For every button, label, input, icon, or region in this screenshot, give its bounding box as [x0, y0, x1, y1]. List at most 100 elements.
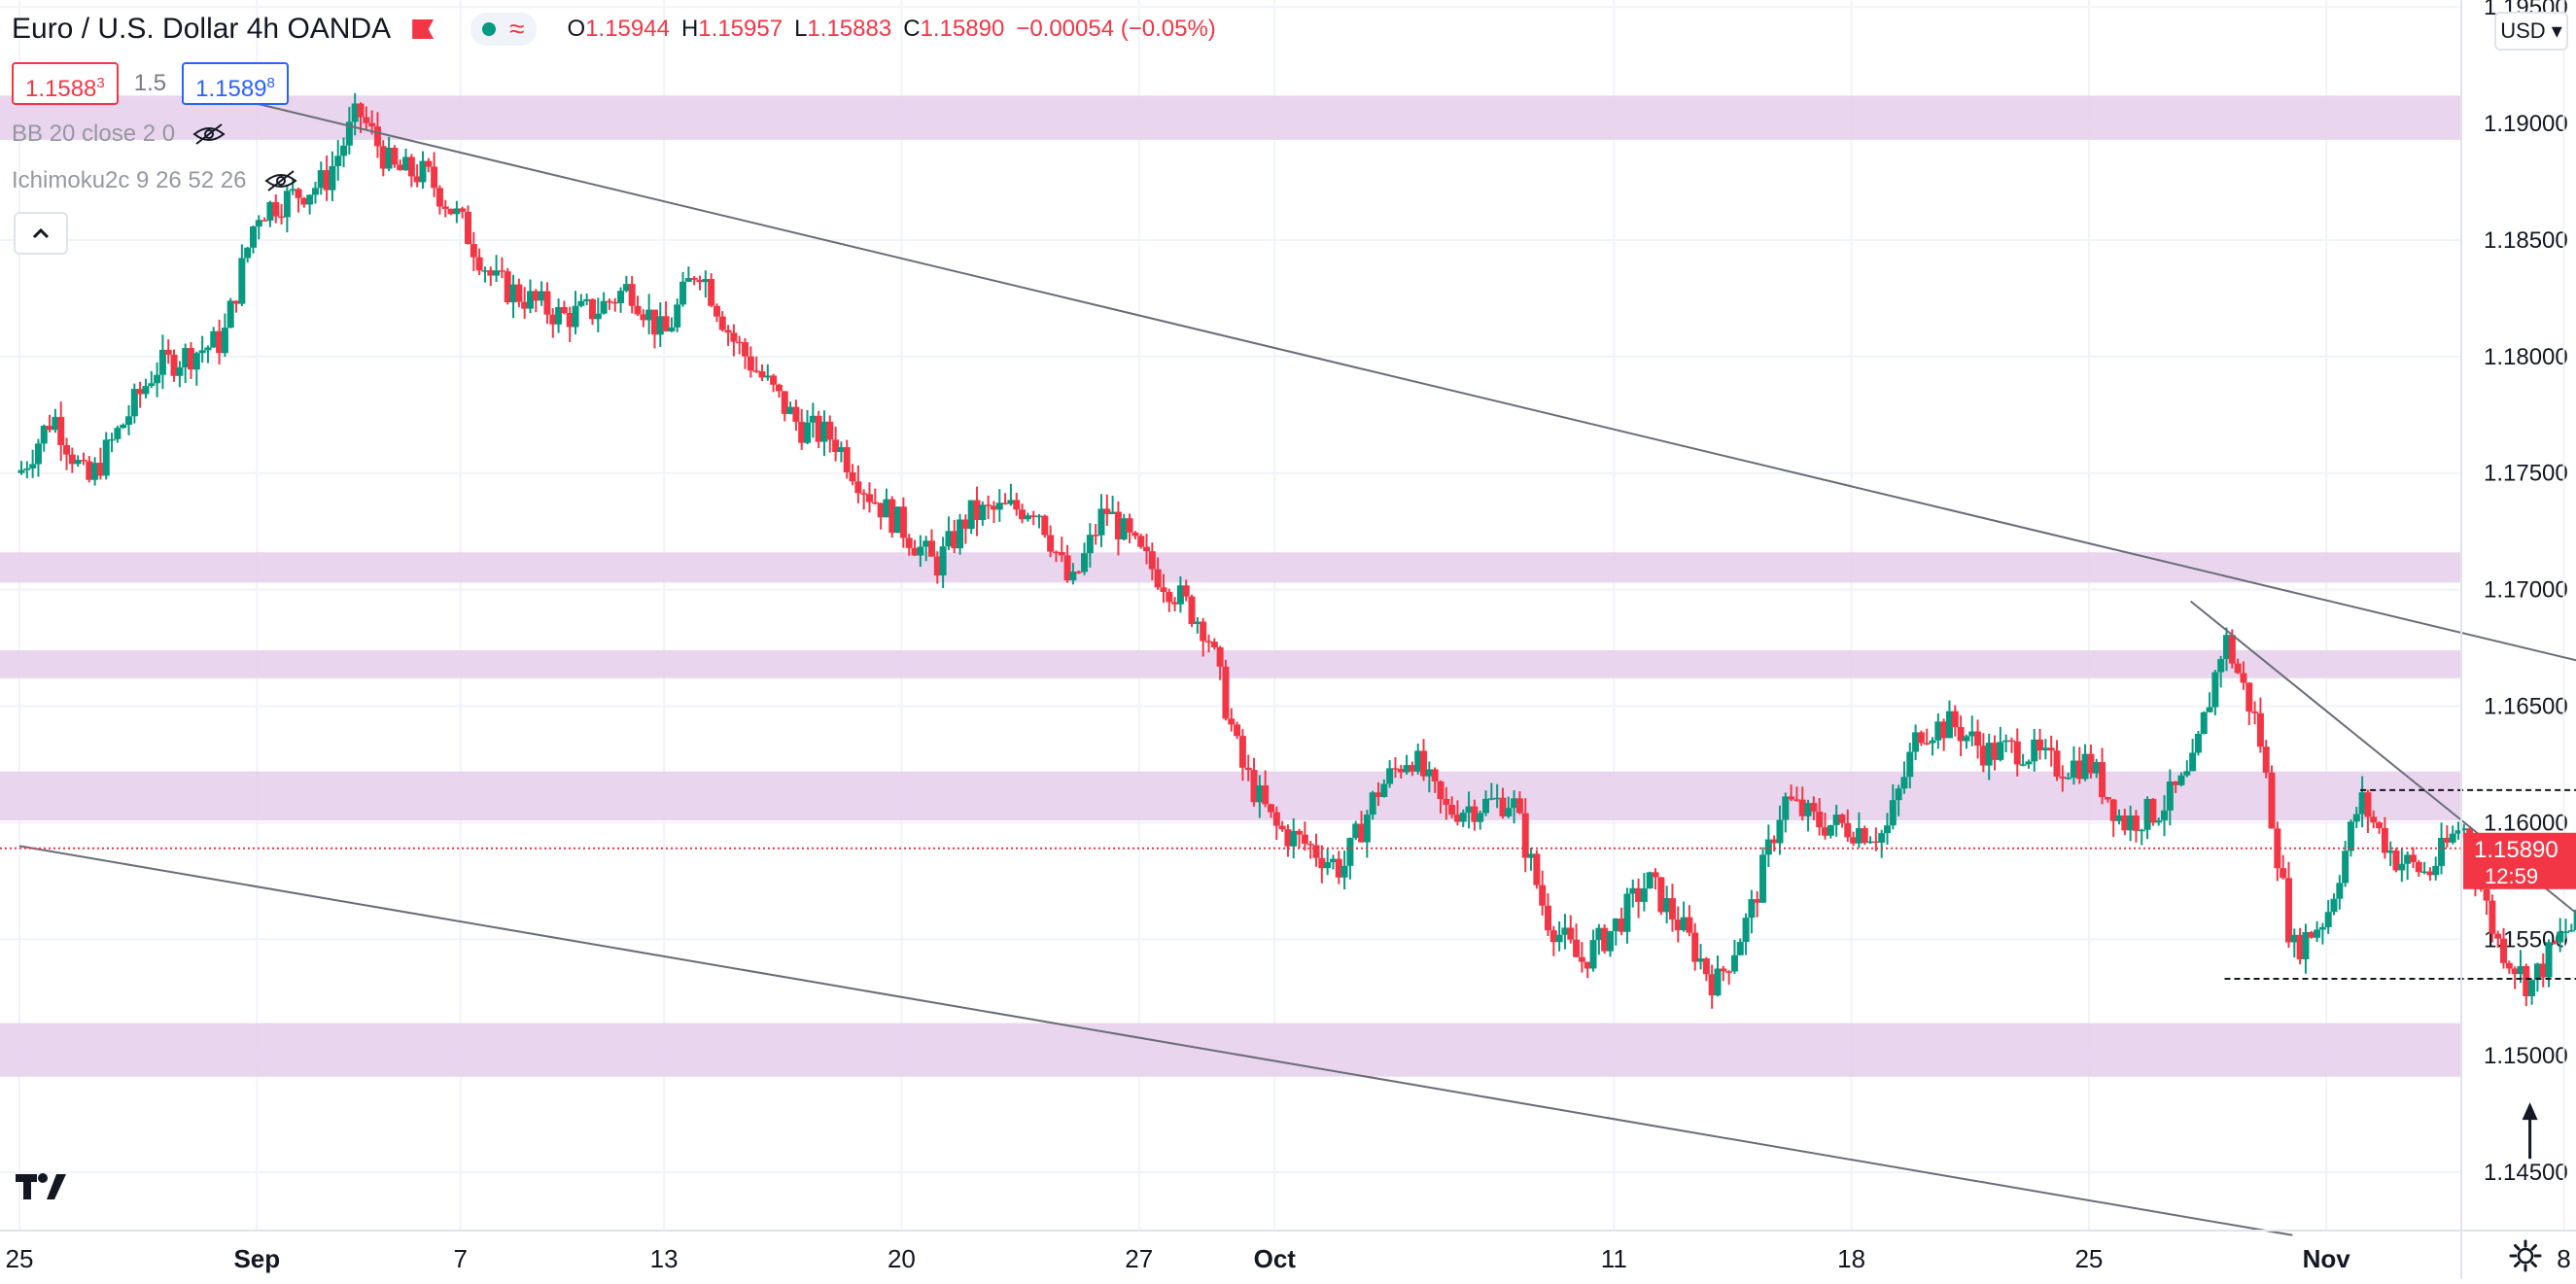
eye-off-icon[interactable]: [263, 169, 297, 192]
candle-up[interactable]: [74, 460, 82, 465]
candle-up[interactable]: [1329, 858, 1337, 862]
candle-up[interactable]: [1629, 887, 1637, 894]
candle-up[interactable]: [1736, 942, 1744, 955]
candle-down[interactable]: [2483, 888, 2490, 901]
eye-off-icon[interactable]: [192, 122, 226, 146]
arrow-up-icon[interactable]: [2522, 1102, 2538, 1121]
candle-down[interactable]: [843, 447, 851, 473]
candle-up[interactable]: [334, 156, 342, 166]
candle-down[interactable]: [2296, 934, 2304, 959]
candle-down[interactable]: [68, 454, 76, 465]
candle-down[interactable]: [854, 481, 862, 494]
candle-up[interactable]: [668, 327, 676, 331]
candle-down[interactable]: [232, 300, 240, 304]
candle-down[interactable]: [504, 271, 511, 303]
candle-up[interactable]: [114, 428, 122, 439]
symbol-title[interactable]: Euro / U.S. Dollar 4h OANDA: [12, 13, 392, 45]
candle-up[interactable]: [1403, 765, 1410, 773]
candle-down[interactable]: [1584, 961, 1591, 969]
candle-up[interactable]: [226, 300, 234, 329]
candle-up[interactable]: [2223, 635, 2230, 660]
candle-down[interactable]: [136, 389, 144, 395]
candle-down[interactable]: [1391, 768, 1399, 770]
candle-down[interactable]: [441, 206, 449, 209]
candle-down[interactable]: [1838, 815, 1846, 823]
candle-down[interactable]: [1216, 646, 1224, 667]
sell-button[interactable]: 1.15883: [12, 62, 119, 105]
candle-down[interactable]: [1188, 596, 1196, 624]
candle-up[interactable]: [2358, 792, 2366, 815]
candle-up[interactable]: [883, 499, 890, 518]
candle-up[interactable]: [837, 447, 845, 453]
candle-up[interactable]: [1109, 511, 1117, 514]
candle-down[interactable]: [459, 208, 467, 212]
candle-down[interactable]: [1861, 828, 1868, 844]
candle-up[interactable]: [204, 347, 212, 351]
candle-up[interactable]: [2398, 863, 2406, 871]
candle-up[interactable]: [1900, 777, 1908, 789]
candle-up[interactable]: [23, 468, 31, 470]
candle-up[interactable]: [2386, 850, 2394, 853]
candle-down[interactable]: [391, 148, 399, 165]
candle-down[interactable]: [1210, 642, 1218, 647]
candle-up[interactable]: [1369, 792, 1376, 816]
candle-up[interactable]: [1934, 721, 1942, 741]
candle-up[interactable]: [917, 546, 924, 556]
candle-down[interactable]: [1437, 781, 1445, 800]
candle-up[interactable]: [306, 194, 314, 205]
candle-up[interactable]: [402, 156, 410, 171]
candle-down[interactable]: [2523, 965, 2530, 996]
candle-down[interactable]: [549, 314, 557, 325]
candle-up[interactable]: [2330, 898, 2338, 913]
candle-down[interactable]: [560, 306, 568, 313]
candle-up[interactable]: [493, 270, 501, 276]
candle-down[interactable]: [781, 391, 788, 414]
candle-down[interactable]: [888, 499, 896, 534]
candle-down[interactable]: [770, 375, 778, 385]
candle-down[interactable]: [379, 146, 387, 169]
candle-up[interactable]: [2517, 965, 2524, 975]
candle-up[interactable]: [1069, 572, 1077, 581]
candle-down[interactable]: [63, 445, 71, 455]
candle-up[interactable]: [2211, 672, 2219, 708]
candle-up[interactable]: [674, 304, 681, 328]
candle-down[interactable]: [407, 156, 415, 177]
candle-up[interactable]: [2127, 816, 2135, 831]
candle-up[interactable]: [29, 464, 37, 468]
candle-down[interactable]: [877, 503, 885, 518]
candle-up[interactable]: [1742, 918, 1750, 943]
candle-down[interactable]: [1923, 743, 1931, 745]
candle-up[interactable]: [1595, 927, 1603, 941]
candle-down[interactable]: [164, 349, 172, 355]
candle-down[interactable]: [1103, 508, 1111, 514]
candle-down[interactable]: [2234, 663, 2242, 674]
candle-down[interactable]: [1335, 858, 1342, 878]
candle-up[interactable]: [2432, 865, 2440, 876]
candle-up[interactable]: [1680, 917, 1688, 931]
candle-down[interactable]: [1770, 839, 1778, 844]
candle-down[interactable]: [650, 309, 658, 335]
candle-up[interactable]: [809, 415, 817, 423]
candle-down[interactable]: [2268, 772, 2276, 829]
candle-down[interactable]: [1041, 515, 1049, 536]
candle-down[interactable]: [532, 291, 540, 301]
candle-up[interactable]: [555, 306, 563, 325]
candle-down[interactable]: [1798, 799, 1806, 816]
candle-up[interactable]: [481, 270, 489, 272]
candle-up[interactable]: [1527, 853, 1535, 858]
candle-down[interactable]: [1244, 767, 1252, 771]
candle-down[interactable]: [1154, 569, 1162, 588]
status-pill[interactable]: ≈: [470, 13, 537, 46]
candle-down[interactable]: [2059, 777, 2067, 779]
candle-down[interactable]: [278, 216, 286, 219]
candle-down[interactable]: [606, 300, 613, 303]
candle-down[interactable]: [1539, 885, 1547, 906]
candle-down[interactable]: [1702, 958, 1710, 975]
candle-up[interactable]: [2161, 810, 2169, 821]
candle-down[interactable]: [815, 415, 822, 442]
candle-down[interactable]: [927, 540, 935, 557]
candle-down[interactable]: [2099, 762, 2106, 798]
settings-gear-icon[interactable]: [2508, 1238, 2543, 1273]
candle-down[interactable]: [2149, 798, 2157, 823]
